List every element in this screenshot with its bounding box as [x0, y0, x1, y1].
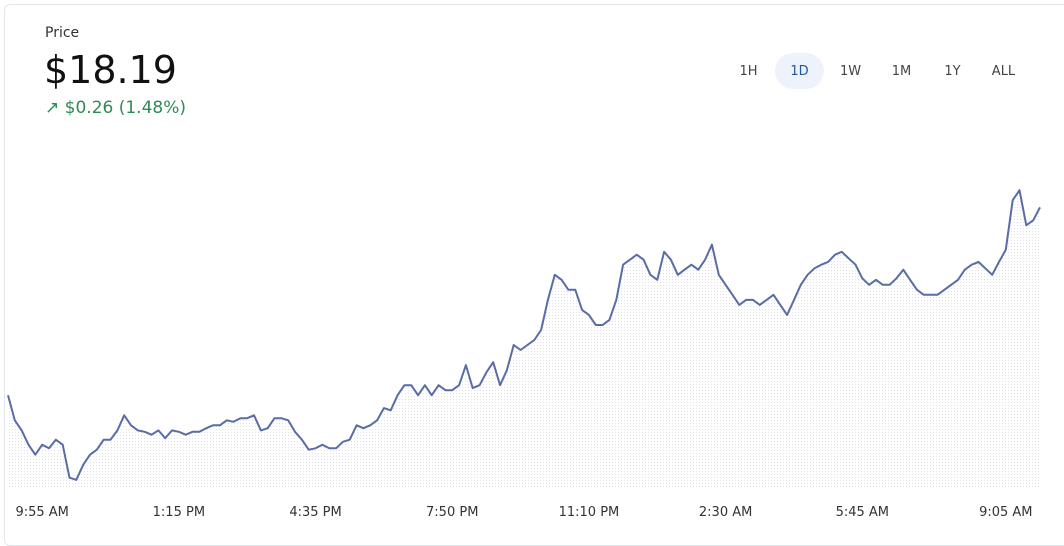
- x-tick-label: 2:30 AM: [699, 505, 752, 520]
- x-tick-label: 1:15 PM: [153, 505, 205, 520]
- price-change: ↗ $0.26 (1.48%): [45, 98, 186, 118]
- page: Price $18.19 ↗ $0.26 (1.48%) 1H 1D 1W 1M 1Y A…: [4, 4, 1064, 546]
- range-button[interactable]: 1Y: [944, 63, 961, 79]
- price-label: Price: [45, 25, 80, 41]
- price-line: [7, 189, 1041, 481]
- change-text: $0.26 (1.48%): [64, 98, 186, 118]
- chart: 9:55 AM 1:15 PM 4:35 PM 7:50 PM 11:10 PM 2:30…: [7, 189, 1041, 520]
- range-button[interactable]: ALL: [991, 63, 1016, 79]
- arrow-icon: ↗: [45, 98, 65, 118]
- price: $18.19: [44, 48, 177, 92]
- range-selector: 1H 1D 1W 1M 1Y ALL: [724, 53, 1030, 89]
- range-button[interactable]: 1D: [775, 53, 824, 89]
- x-tick-label: 9:55 AM: [15, 505, 68, 520]
- x-tick-label: 11:10 PM: [559, 505, 620, 520]
- range-button[interactable]: 1M: [891, 63, 912, 79]
- x-tick-label: 4:35 PM: [289, 505, 341, 520]
- range-button[interactable]: 1W: [839, 63, 862, 79]
- x-tick-label: 9:05 AM: [979, 505, 1032, 520]
- range-button[interactable]: 1H: [739, 63, 758, 79]
- x-tick-label: 7:50 PM: [426, 505, 478, 520]
- area: [8, 190, 1040, 487]
- x-tick-label: 5:45 AM: [836, 505, 889, 520]
